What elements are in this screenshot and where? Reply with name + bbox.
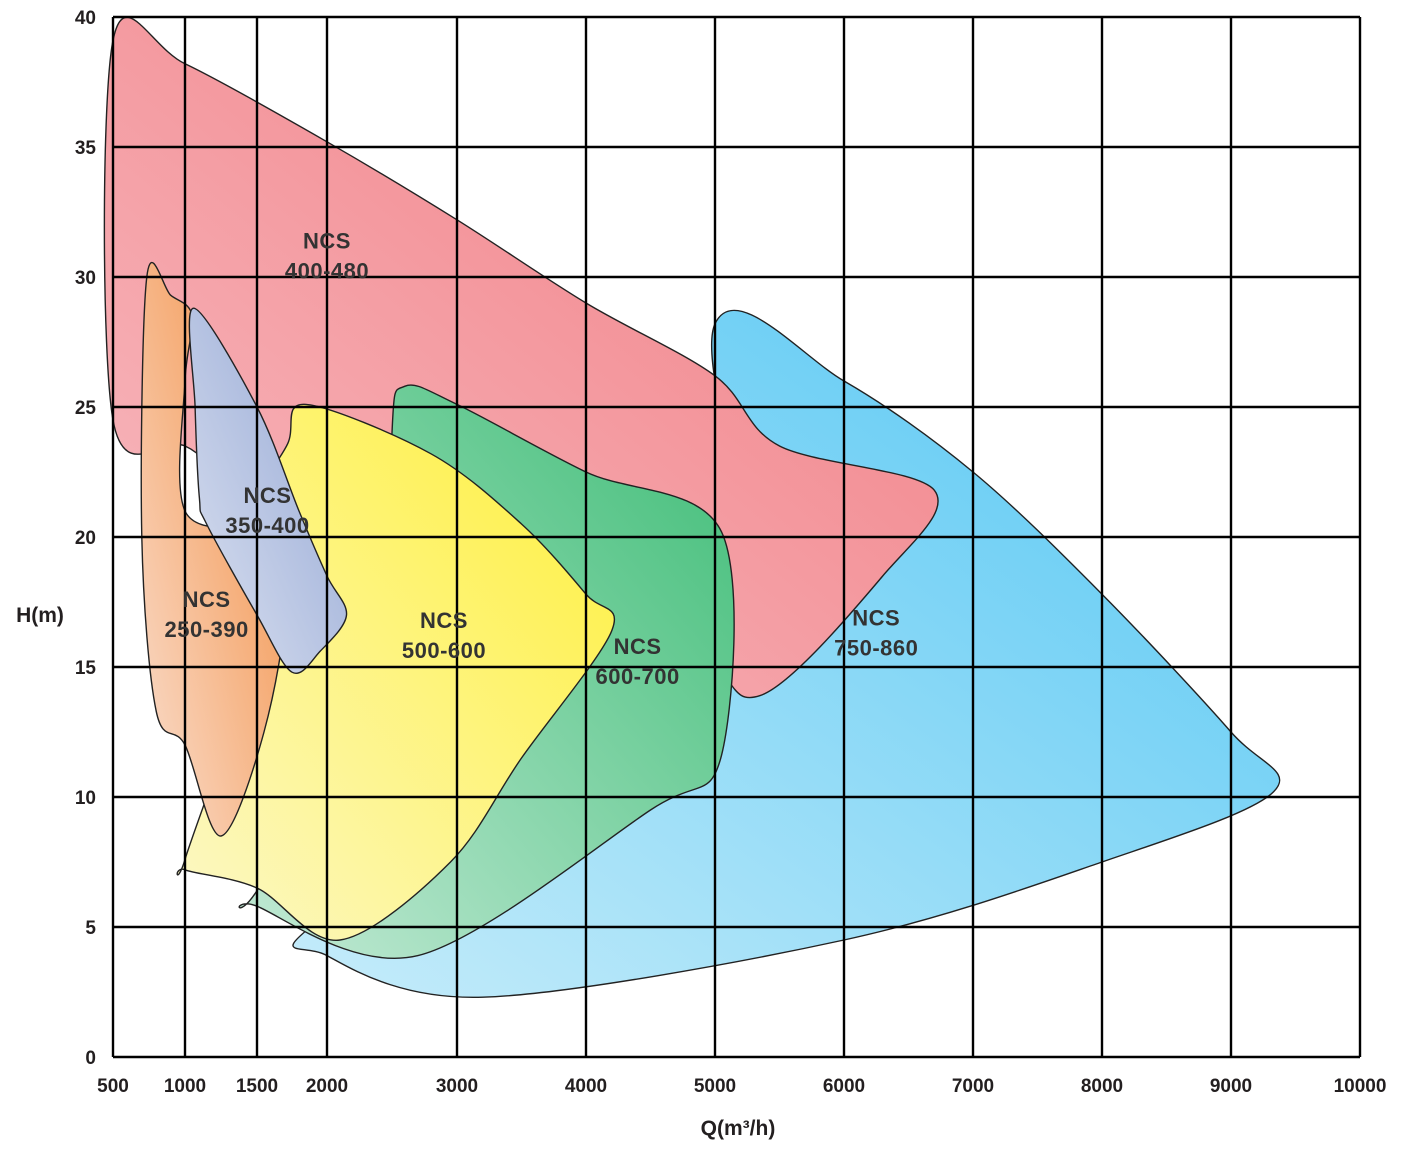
grid-layer <box>111 15 1362 1059</box>
y-tick-label: 0 <box>85 1048 96 1069</box>
y-tick-label: 30 <box>75 268 96 289</box>
y-axis-title: H(m) <box>16 604 64 627</box>
region-label-ncs-500-600: NCS 500-600 <box>402 608 486 663</box>
x-axis-title: Q(m³/h) <box>701 1117 776 1140</box>
y-tick-labels: 0 5 10 15 20 25 30 35 40 <box>75 8 97 1069</box>
x-tick-label: 7000 <box>952 1076 994 1097</box>
region-label-ncs-400-480: NCS 400-480 <box>285 228 369 283</box>
region-label-ncs-350-400: NCS 350-400 <box>225 483 309 538</box>
y-tick-label: 15 <box>75 658 97 679</box>
x-tick-label: 1500 <box>236 1076 278 1097</box>
region-label-ncs-750-860: NCS 750-860 <box>834 605 918 660</box>
x-tick-label: 8000 <box>1081 1076 1123 1097</box>
y-tick-label: 5 <box>85 918 96 939</box>
region-label-ncs-250-390: NCS 250-390 <box>164 587 248 642</box>
x-tick-label: 4000 <box>565 1076 607 1097</box>
region-labels-layer: NCS 750-860 NCS 400-480 NCS 600-700 NCS 500-600… <box>164 228 918 689</box>
region-ncs-350-400 <box>188 307 348 675</box>
x-tick-label: 500 <box>97 1076 129 1097</box>
region-ncs-400-480 <box>103 16 939 699</box>
y-tick-label: 40 <box>75 8 96 29</box>
regions-layer <box>103 16 1281 998</box>
y-tick-label: 10 <box>75 788 96 809</box>
x-tick-label: 9000 <box>1210 1076 1252 1097</box>
x-tick-label: 2000 <box>306 1076 348 1097</box>
y-tick-label: 35 <box>75 138 97 159</box>
x-tick-label: 1000 <box>164 1076 206 1097</box>
x-tick-label: 10000 <box>1334 1076 1387 1097</box>
y-tick-label: 25 <box>75 398 97 419</box>
region-label-ncs-600-700: NCS 600-700 <box>595 634 679 689</box>
x-tick-labels: 500 1000 1500 2000 3000 4000 5000 6000 7000 8000 9… <box>97 1076 1386 1097</box>
x-tick-label: 6000 <box>823 1076 865 1097</box>
x-tick-label: 5000 <box>694 1076 736 1097</box>
x-tick-label: 3000 <box>436 1076 478 1097</box>
y-tick-label: 20 <box>75 528 96 549</box>
